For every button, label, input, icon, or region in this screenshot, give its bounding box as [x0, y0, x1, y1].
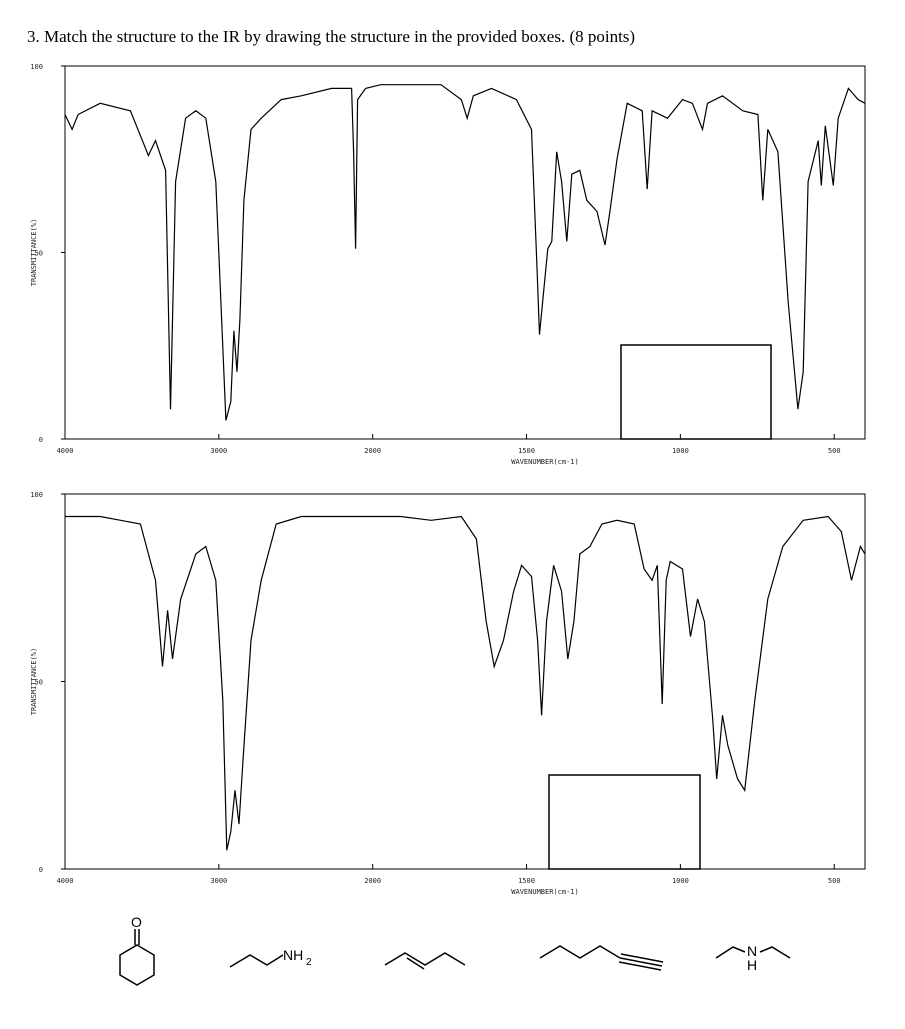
- y-axis-label: TRANSMITTANCE(%): [30, 648, 38, 715]
- bond: [618, 961, 662, 971]
- amine-chain: [715, 946, 746, 959]
- y-tick-label: 100: [30, 491, 43, 499]
- spectrum-line: [65, 515, 866, 851]
- x-tick-label: 4000: [57, 447, 74, 455]
- y-tick-label: 50: [35, 679, 43, 687]
- question: 3. Match the structure to the IR by draw…: [27, 27, 635, 46]
- y-tick-label: 0: [39, 866, 43, 874]
- y-axis-label: TRANSMITTANCE(%): [30, 219, 38, 286]
- atom-label: O: [131, 914, 142, 930]
- structures: [119, 929, 791, 986]
- x-tick-label: 4000: [57, 877, 74, 885]
- x-tick-label: 500: [828, 447, 841, 455]
- pentene-chain: [384, 952, 466, 966]
- x-tick-label: 2000: [364, 447, 381, 455]
- spectrum-line: [64, 84, 866, 421]
- x-axis-label: WAVENUMBER(cm-1): [511, 458, 578, 466]
- hexyne-chain: [539, 945, 621, 959]
- propylamine-chain: [229, 954, 284, 968]
- atom-label: 2: [306, 957, 312, 968]
- bond: [406, 957, 425, 970]
- x-tick-label: 1000: [672, 877, 689, 885]
- x-tick-label: 1000: [672, 447, 689, 455]
- x-tick-label: 3000: [210, 877, 227, 885]
- bond: [619, 957, 663, 967]
- atom-label: NH: [283, 947, 303, 963]
- x-tick-label: 1500: [518, 447, 535, 455]
- answer-box: [620, 344, 772, 440]
- x-tick-label: 2000: [364, 877, 381, 885]
- y-tick-label: 100: [30, 63, 43, 71]
- plot-frame: [64, 493, 866, 870]
- y-tick-label: 50: [35, 250, 43, 258]
- x-tick-label: 500: [828, 877, 841, 885]
- amine-chain: [759, 946, 791, 959]
- atom-label: H: [747, 957, 757, 973]
- x-tick-label: 3000: [210, 447, 227, 455]
- bond: [620, 953, 664, 963]
- y-tick-label: 0: [39, 436, 43, 444]
- answer-box: [548, 774, 701, 870]
- atom-label: N: [747, 943, 757, 959]
- x-axis-label: WAVENUMBER(cm-1): [511, 888, 578, 896]
- x-tick-label: 1500: [518, 877, 535, 885]
- cyclohexanone-ring: [119, 944, 155, 986]
